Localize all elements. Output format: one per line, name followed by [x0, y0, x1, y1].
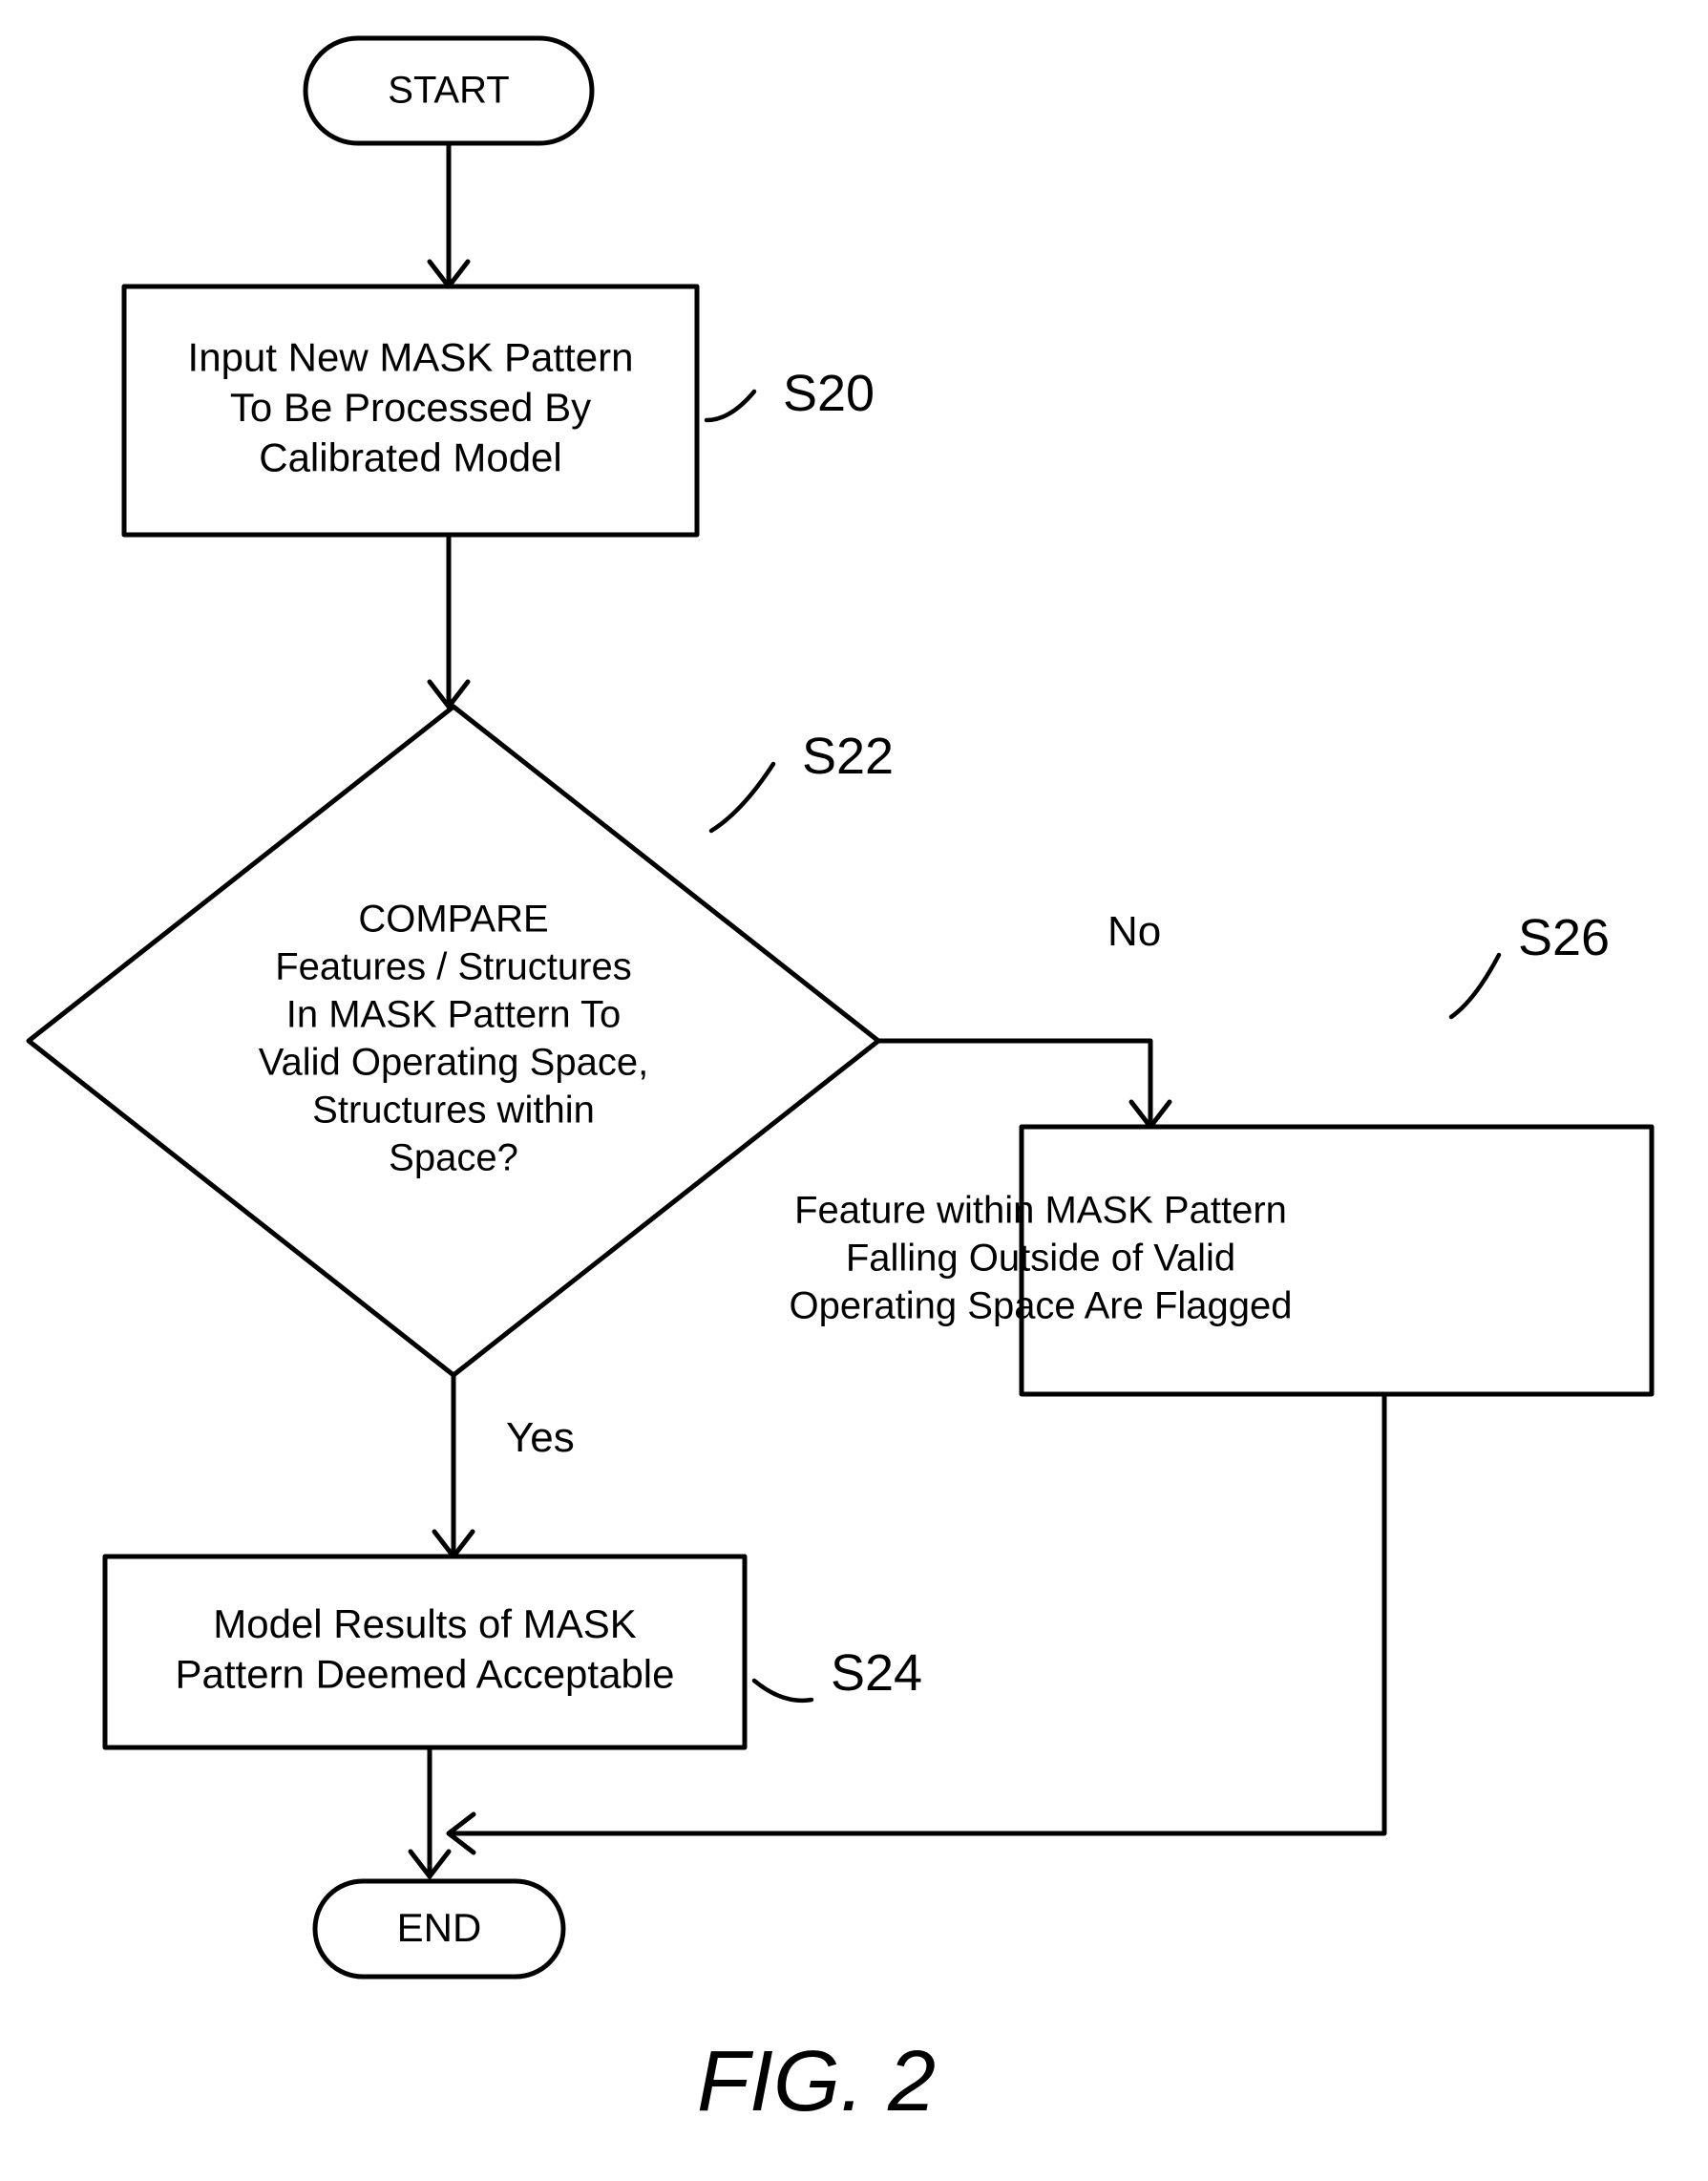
s22-line-3: Valid Operating Space, [259, 1042, 648, 1084]
s26-line-0: Feature within MASK Pattern [794, 1190, 1287, 1232]
end-line-0: END [397, 1905, 482, 1950]
s26-line-1: Falling Outside of Valid [846, 1238, 1235, 1280]
s22-line-0: COMPARE [358, 899, 548, 941]
s20-leader [706, 392, 754, 420]
s20-ref: S20 [783, 365, 875, 422]
edge-2-label: Yes [506, 1414, 575, 1461]
s26-leader [1451, 955, 1499, 1017]
s24-line-1: Pattern Deemed Acceptable [176, 1651, 675, 1696]
s22-leader [711, 764, 773, 831]
s20-line-0: Input New MASK Pattern [188, 335, 634, 380]
edge-3-label: No [1107, 908, 1161, 955]
s22-line-1: Features / Structures [275, 946, 631, 988]
s22-ref: S22 [802, 728, 894, 785]
s26-line-2: Operating Space Are Flagged [789, 1285, 1292, 1327]
s24-ref: S24 [831, 1644, 922, 1702]
figure-caption: FIG. 2 [697, 2034, 936, 2129]
s26-ref: S26 [1518, 909, 1610, 966]
s24-line-0: Model Results of MASK [213, 1601, 637, 1646]
s20-line-2: Calibrated Model [259, 435, 562, 480]
edge-3 [878, 1041, 1150, 1127]
start-line-0: START [388, 70, 509, 112]
s22-line-2: In MASK Pattern To [286, 994, 622, 1036]
s24-leader [754, 1681, 812, 1701]
s22-line-4: Structures within [312, 1090, 595, 1132]
s22-line-5: Space? [389, 1137, 518, 1179]
s20-line-1: To Be Processed By [230, 385, 591, 430]
